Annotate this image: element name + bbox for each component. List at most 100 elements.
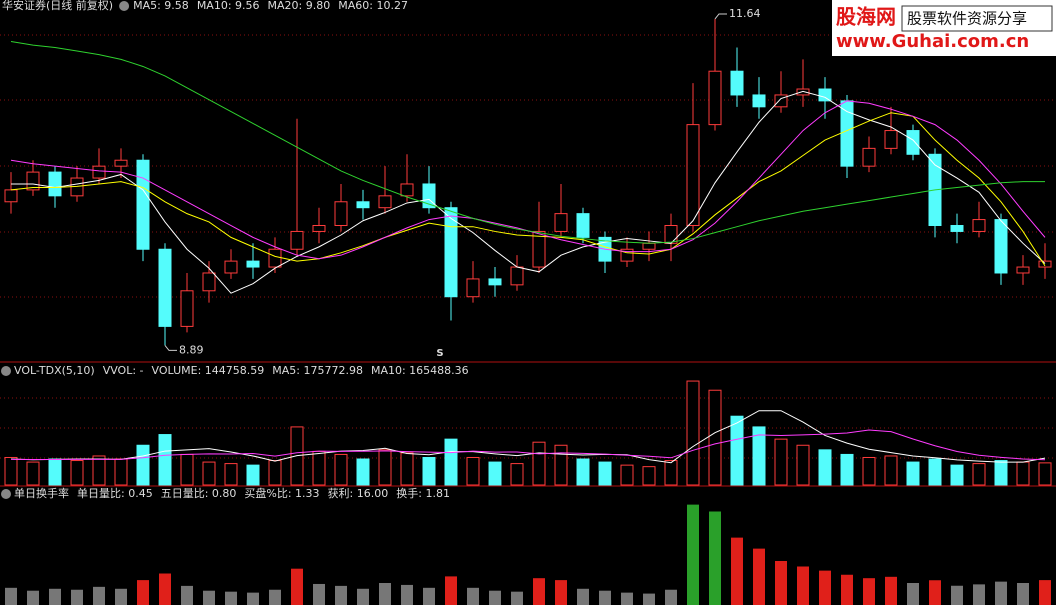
turnover-bar <box>907 583 919 605</box>
volume-bar <box>114 458 128 486</box>
volume-bar <box>972 463 986 486</box>
volume-bar <box>818 449 832 486</box>
legend-label: 华安证券(日线 前复权) <box>2 0 113 12</box>
volume-bar <box>48 458 62 486</box>
volume-bar <box>70 460 84 486</box>
candle-body <box>356 201 370 209</box>
volume-bar <box>180 453 194 486</box>
turnover-bar <box>291 568 303 605</box>
volume-bar <box>378 449 392 486</box>
candle-body <box>862 147 876 167</box>
candle-body <box>158 248 172 327</box>
turnover-bar <box>357 588 369 605</box>
legend-label: 换手: 1.81 <box>396 486 450 500</box>
candle-body <box>906 130 920 155</box>
turnover-bar <box>621 592 633 605</box>
turnover-bar <box>225 591 237 605</box>
candle-body <box>1016 266 1030 274</box>
candle-body <box>664 225 678 244</box>
volume-bar <box>1038 462 1052 486</box>
candle-body <box>532 230 546 268</box>
candle-body <box>444 207 458 298</box>
volume-bar <box>422 456 436 486</box>
candle-body <box>730 70 744 96</box>
volume-bar <box>994 460 1008 486</box>
ma-line <box>10 112 1046 267</box>
turnover-bar <box>401 584 413 605</box>
turnover-bar <box>181 585 193 605</box>
grid <box>0 34 1056 459</box>
candle-body <box>268 248 282 268</box>
turnover-bar <box>973 584 985 605</box>
candle-body <box>114 159 128 167</box>
volume-bar <box>268 460 282 486</box>
volume-bar <box>708 389 722 486</box>
turnover-bar <box>335 585 347 605</box>
candle-body <box>224 260 238 274</box>
legend-label: 五日量比: 0.80 <box>161 487 237 500</box>
turnover-bar <box>863 578 875 605</box>
candle-body <box>180 290 194 327</box>
turnover-bar <box>819 570 831 605</box>
turnover-bar <box>203 590 215 605</box>
volume-bar <box>796 444 810 486</box>
watermark-url: www.Guhai.com.cn <box>836 31 1029 52</box>
volume-bar <box>246 464 260 486</box>
turnover-bar <box>731 537 743 605</box>
legend-label: VOLUME: 144758.59 <box>152 364 265 377</box>
turnover-bar <box>467 587 479 605</box>
candle-body <box>818 88 832 102</box>
turnover-bar <box>5 587 17 605</box>
watermark-logo: 股海网 <box>836 5 896 29</box>
volume-bar <box>862 456 876 486</box>
turnover-bar <box>709 511 721 605</box>
turnover-bar <box>511 591 523 605</box>
turnover-bar <box>115 588 127 605</box>
candle-body <box>708 70 722 126</box>
ma-line <box>10 410 1046 464</box>
candle-body <box>400 183 414 197</box>
turnover-bar <box>687 504 699 605</box>
candle-body <box>312 225 326 232</box>
candle-body <box>752 94 766 108</box>
volume-bar <box>1016 461 1030 486</box>
volume-bar <box>136 444 150 486</box>
legend-label: MA5: 175772.98 <box>272 364 363 377</box>
candle-body <box>92 165 106 179</box>
turnover-bar <box>27 590 39 605</box>
candle-body <box>884 130 898 149</box>
watermark-bg <box>832 0 1056 56</box>
volume-bar <box>928 458 942 486</box>
turnover-bar <box>247 592 259 605</box>
volume-bar <box>686 380 700 486</box>
candle-body <box>576 213 590 238</box>
candle-body <box>488 278 502 286</box>
turnover-bar <box>951 585 963 605</box>
volume-bar <box>906 461 920 486</box>
signal: S <box>436 348 443 359</box>
low-label: 8.89 <box>179 343 204 356</box>
volume-bar <box>400 452 414 486</box>
menu-icon <box>1 489 11 499</box>
candle-body <box>994 219 1008 274</box>
legend-label: VVOL: - <box>103 364 144 377</box>
turnover-bar <box>423 587 435 605</box>
candle-body <box>48 171 62 197</box>
legend-label: MA20: 9.80 <box>268 0 331 12</box>
turnover-bar <box>797 566 809 605</box>
legend-label: 单日换手率 <box>14 486 69 500</box>
legend-label: 买盘%比: 1.33 <box>244 486 319 500</box>
turnover-bar <box>841 574 853 605</box>
candle-body <box>26 171 40 191</box>
candle-body <box>1038 260 1052 268</box>
candle-body <box>4 189 18 203</box>
volume-bar <box>598 461 612 486</box>
candle-body <box>840 100 854 167</box>
volume-bar <box>642 466 656 486</box>
candle-body <box>686 124 700 227</box>
candle-body <box>334 201 348 227</box>
volume-bar <box>356 458 370 486</box>
